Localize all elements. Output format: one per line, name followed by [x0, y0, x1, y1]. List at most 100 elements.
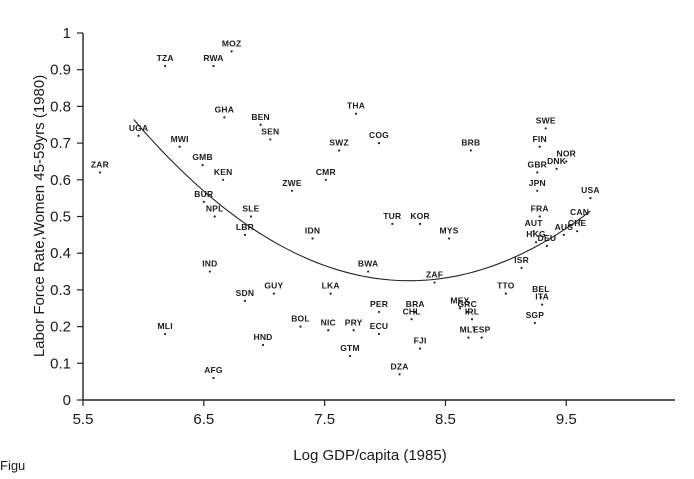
point-marker	[480, 336, 483, 339]
point-label: MEX	[450, 295, 469, 305]
x-tick-label: 7.5	[314, 411, 335, 428]
point-marker	[520, 266, 523, 269]
data-point-deu: DEU	[538, 233, 557, 247]
y-tick-label: 1	[63, 25, 71, 42]
point-label: LKA	[322, 281, 340, 291]
point-marker	[272, 292, 275, 295]
data-point-jpn: JPN	[529, 178, 546, 192]
data-point-mex: MEX	[450, 295, 469, 310]
point-marker	[565, 160, 568, 163]
point-marker	[164, 332, 167, 336]
point-label: ECU	[370, 321, 389, 331]
data-point-idn: IDN	[305, 226, 320, 240]
point-label: CHE	[568, 218, 587, 228]
data-point-isr: ISR	[514, 255, 529, 269]
data-point-nor: NOR	[557, 148, 576, 163]
data-point-aut: AUT	[525, 218, 543, 233]
point-label: DNK	[547, 156, 567, 166]
data-point-zaf: ZAF	[426, 270, 443, 284]
point-marker	[354, 112, 358, 115]
point-marker	[544, 127, 547, 130]
y-tick-label: 0.2	[50, 319, 71, 336]
point-marker	[545, 244, 549, 247]
quadratic-fit-curve	[133, 119, 591, 282]
point-label: SGP	[526, 310, 545, 320]
point-marker	[418, 222, 422, 225]
point-label: HKG	[526, 229, 546, 239]
point-marker	[536, 171, 539, 174]
point-marker	[504, 292, 507, 295]
point-label: GRC	[457, 299, 477, 309]
point-marker	[299, 325, 302, 328]
y-tick-label: 0.5	[50, 209, 71, 226]
x-tick-label: 5.5	[73, 411, 94, 428]
point-marker	[536, 189, 539, 192]
fit-curve-layer	[133, 119, 591, 282]
data-point-ita: ITA	[535, 292, 549, 306]
data-point-fin: FIN	[533, 134, 547, 148]
data-point-lka: LKA	[322, 281, 340, 295]
data-point-brb: BRB	[461, 137, 480, 152]
point-label: ZAF	[426, 270, 443, 280]
data-point-sdn: SDN	[236, 288, 254, 303]
point-label: AFG	[204, 365, 223, 375]
data-point-dza: DZA	[390, 361, 408, 376]
point-marker	[555, 167, 558, 170]
data-point-tha: THA	[347, 101, 365, 115]
data-point-bra: BRA	[406, 299, 425, 314]
point-label: DEU	[538, 233, 557, 243]
point-label: SWE	[536, 115, 556, 125]
point-label: GMB	[192, 152, 212, 162]
point-marker	[223, 116, 226, 119]
data-point-moz: MOZ	[222, 38, 241, 53]
point-marker	[433, 281, 436, 284]
point-label: USA	[581, 185, 600, 195]
point-label: BEL	[532, 284, 550, 294]
point-label: IDN	[305, 226, 320, 236]
point-marker	[410, 318, 413, 321]
point-label: AUS	[555, 222, 574, 232]
y-axis-title: Labor Force Rate,Women 45-59yrs (1980)	[31, 75, 48, 357]
point-label: SLE	[242, 204, 259, 214]
point-marker	[329, 292, 332, 295]
data-point-mlt: MLT	[460, 325, 478, 339]
point-marker	[414, 310, 417, 314]
data-point-zar: ZAR	[91, 159, 109, 174]
data-point-mys: MYS	[440, 226, 459, 240]
point-marker	[377, 310, 381, 314]
point-marker	[311, 237, 314, 240]
data-point-gha: GHA	[215, 104, 235, 119]
point-label: GUY	[264, 281, 283, 291]
point-label: SEN	[261, 126, 279, 136]
data-point-ken: KEN	[214, 167, 232, 181]
point-marker	[447, 237, 451, 240]
data-point-pry: PRY	[345, 317, 363, 332]
point-label: GBR	[528, 159, 548, 169]
point-marker	[137, 134, 140, 137]
point-marker	[261, 343, 265, 347]
point-label: MOZ	[222, 38, 241, 48]
data-point-rwa: RWA	[203, 53, 223, 68]
data-point-ind: IND	[202, 259, 217, 273]
data-point-tza: TZA	[157, 53, 174, 68]
data-point-can: CAN	[570, 207, 589, 222]
point-marker	[208, 270, 211, 273]
data-point-per: PER	[370, 299, 388, 314]
data-point-ben: BEN	[251, 112, 270, 126]
point-marker	[259, 123, 262, 126]
data-point-zwe: ZWE	[282, 178, 302, 192]
data-point-ecu: ECU	[370, 321, 389, 336]
point-label: TTO	[497, 281, 515, 291]
point-label: RWA	[203, 53, 223, 63]
data-point-cmr: CMR	[316, 167, 336, 181]
point-marker	[538, 215, 541, 218]
data-point-uga: UGA	[129, 123, 148, 137]
y-tick-label: 0	[63, 392, 71, 409]
point-label: GHA	[215, 104, 235, 114]
point-label: PRY	[345, 317, 363, 327]
data-point-sle: SLE	[242, 204, 259, 218]
point-label: ZWE	[282, 178, 302, 188]
data-point-gtm: GTM	[340, 343, 360, 358]
data-point-bur: BUR	[194, 189, 213, 203]
